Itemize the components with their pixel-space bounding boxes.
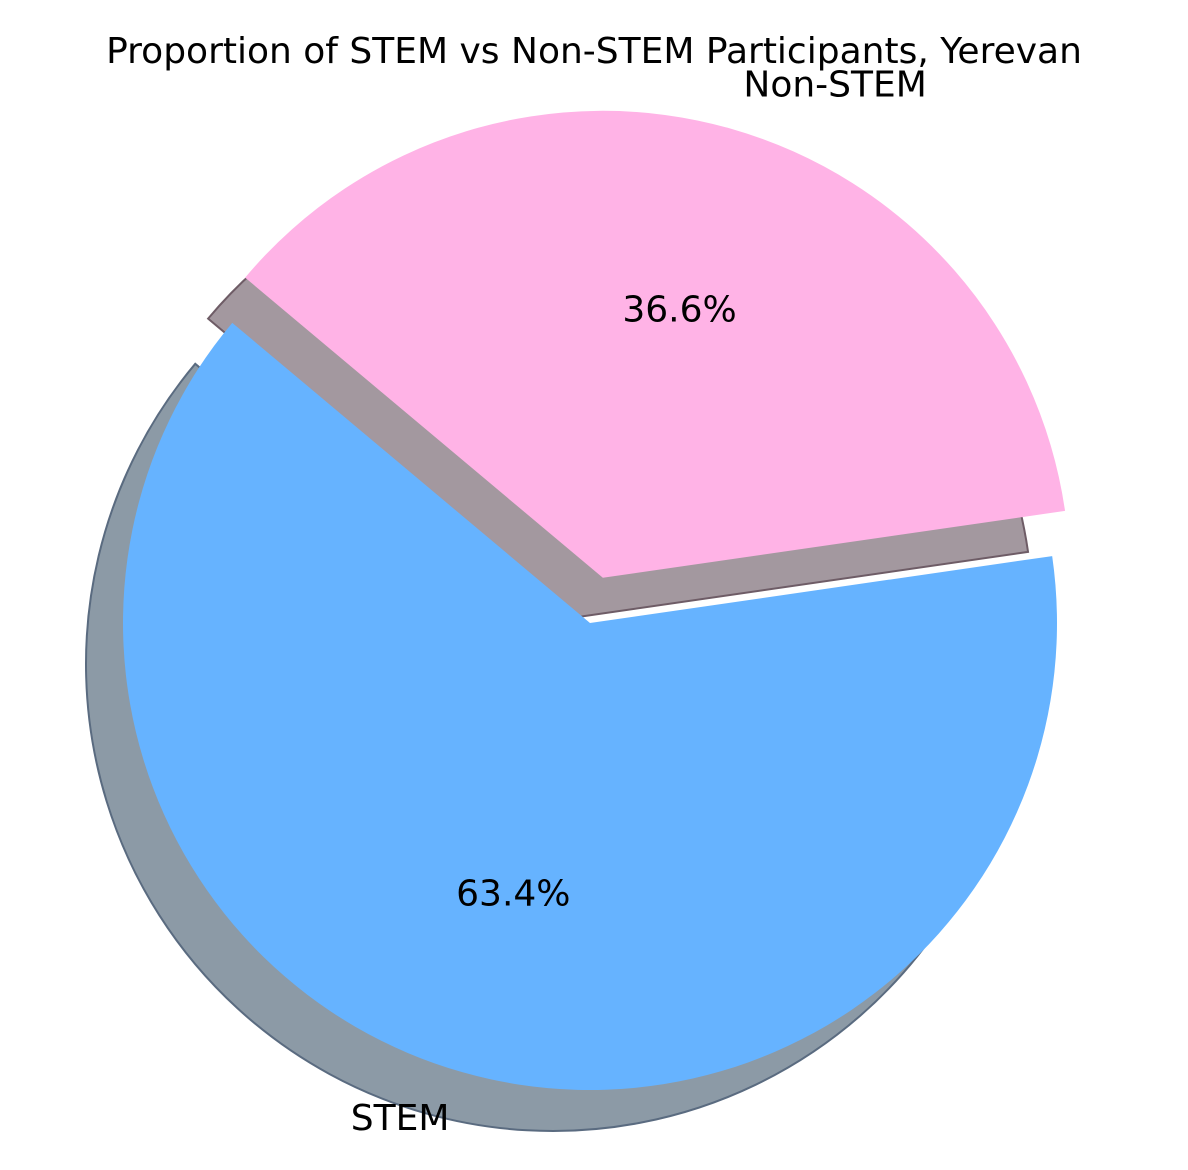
slice-non-stem xyxy=(245,110,1066,578)
slice-layer xyxy=(122,110,1066,1091)
label-layer: STEM 63.4% Non-STEM 36.6% xyxy=(351,65,927,1139)
slice-percent-non-stem: 36.6% xyxy=(622,289,736,330)
slice-label-non-stem: Non-STEM xyxy=(743,65,926,106)
slice-stem xyxy=(122,322,1057,1091)
slice-percent-stem: 63.4% xyxy=(456,874,570,915)
slice-label-stem: STEM xyxy=(351,1098,450,1139)
chart-title: Proportion of STEM vs Non-STEM Participa… xyxy=(106,31,1082,72)
